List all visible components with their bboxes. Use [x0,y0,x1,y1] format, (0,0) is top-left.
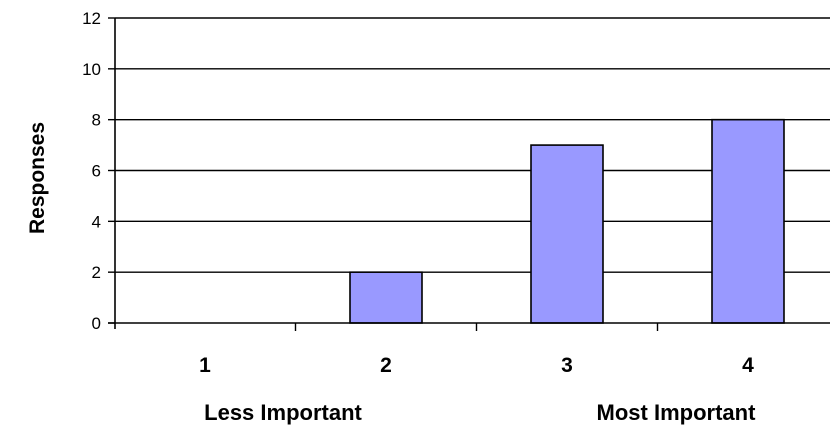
group-label-less-important: Less Important [204,400,362,425]
x-tick-label: 3 [561,354,573,377]
bar-4 [711,118,785,324]
y-tick-label: 4 [92,212,101,231]
y-axis-title: Responses [26,122,49,234]
x-tick-label: 4 [742,354,754,377]
x-tick-labels: 1 2 3 4 [199,354,754,377]
bar-2 [349,271,423,324]
y-tick-label: 2 [92,263,101,282]
y-tick-label: 12 [82,9,101,28]
y-tick-label: 10 [82,60,101,79]
bars [349,118,785,324]
x-tick-label: 2 [380,354,392,377]
gridlines [115,17,830,273]
y-tick-label: 8 [92,111,101,130]
group-label-most-important: Most Important [597,400,757,425]
y-tick-label: 0 [92,314,101,333]
y-tick-labels: 0 2 4 6 8 10 12 [82,9,101,333]
y-tick-label: 6 [92,162,101,181]
bar-3 [530,144,604,324]
axes [108,17,830,331]
x-tick-label: 1 [199,354,211,377]
